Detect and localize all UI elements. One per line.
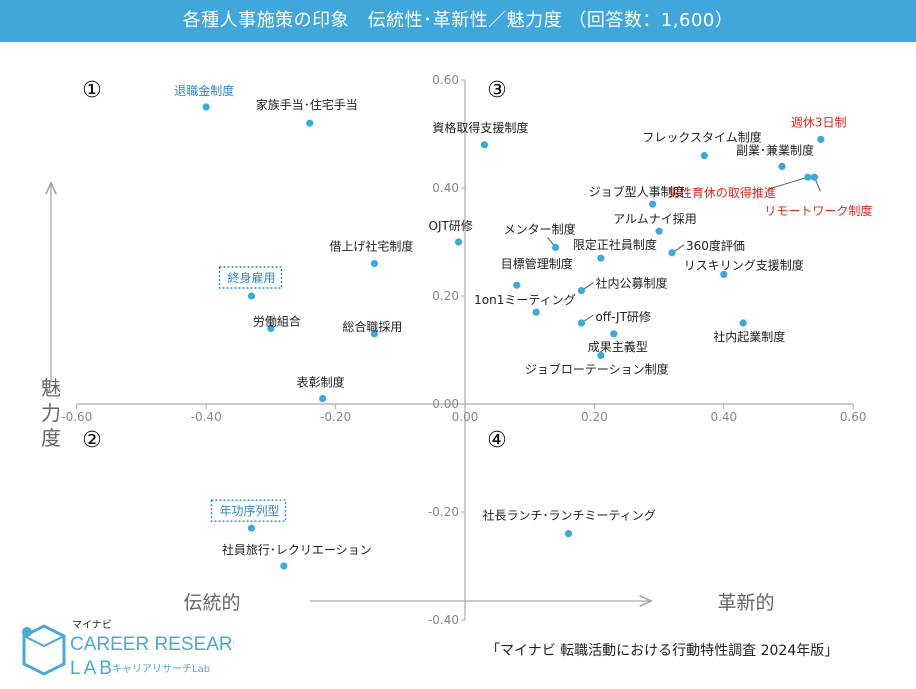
- data-label: 年功序列型: [219, 503, 279, 518]
- chart-title: 各種人事施策の印象 伝統性･革新性／魅力度 （回答数：1,600）: [182, 10, 734, 31]
- data-point: [655, 227, 663, 235]
- career-research-lab-logo: マイナビ CAREER RESEARCH LAB キャリアリサーチLab: [22, 619, 234, 679]
- header-bar: 各種人事施策の印象 伝統性･革新性／魅力度 （回答数：1,600）: [0, 0, 916, 42]
- data-label: 1on1ミーティング: [474, 293, 576, 307]
- x-tick-label: 0.20: [581, 410, 608, 424]
- data-label: 労働組合: [253, 313, 301, 328]
- data-label: 資格取得支援制度: [432, 120, 528, 135]
- leader-line: [767, 176, 809, 190]
- data-label: アルムナイ採用: [613, 212, 697, 226]
- x-tick-label: 0.00: [452, 410, 479, 424]
- data-label: リスキリング支援制度: [684, 257, 804, 272]
- logo-brand-sub: キャリアリサーチLab: [112, 663, 210, 675]
- quadrant-marker: ②: [82, 428, 102, 453]
- x-tick-label: 0.60: [840, 410, 867, 424]
- data-point: [649, 200, 657, 208]
- data-point: [247, 292, 256, 300]
- innovative-label: 革新的: [717, 592, 774, 614]
- logo-brand-main: CAREER RESEARCH: [70, 634, 234, 655]
- y-tick-label: 0.40: [432, 181, 459, 195]
- data-label: OJT研修: [429, 218, 473, 233]
- data-point: [202, 103, 210, 111]
- data-label: ジョブ型人事制度: [589, 184, 685, 199]
- label-highlight-box: [210, 499, 287, 522]
- data-point: [370, 330, 379, 338]
- data-label: フレックスタイム制度: [642, 130, 761, 145]
- y-tick-label: 0.60: [432, 73, 459, 87]
- data-point: [551, 243, 560, 251]
- logo-cube-icon: [22, 624, 66, 676]
- data-label: 表彰制度: [297, 375, 345, 390]
- data-label: 終身雇用: [227, 270, 275, 285]
- x-tick-label: 0.40: [710, 410, 737, 424]
- y-tick-label: -0.20: [428, 505, 459, 519]
- data-point: [247, 524, 256, 532]
- data-label: 社内公募制度: [595, 276, 667, 291]
- data-point: [267, 324, 275, 332]
- data-point: [370, 260, 379, 268]
- data-point: [577, 287, 586, 295]
- x-tick-label: -0.40: [191, 410, 222, 424]
- data-label: リモートワーク制度: [764, 203, 872, 218]
- data-point: [804, 173, 812, 181]
- logo-cube-edges: [23, 635, 65, 648]
- y-tick-label: 0.00: [432, 397, 459, 411]
- y-tick-label: 0.20: [432, 289, 459, 303]
- data-label: 借上げ社宅制度: [329, 239, 413, 254]
- quadrant-marker: ①: [82, 78, 102, 103]
- data-point: [454, 238, 463, 246]
- data-label: 社内起業制度: [713, 329, 785, 344]
- logo-brand-small: マイナビ: [72, 619, 112, 631]
- data-label: 限定正社員制度: [573, 237, 657, 252]
- data-point: [668, 249, 676, 257]
- data-point: [817, 135, 825, 143]
- quadrant-marker: ④: [487, 428, 507, 453]
- data-point: [739, 319, 747, 327]
- data-point: [319, 395, 327, 403]
- logo-dot-icon: [22, 627, 32, 637]
- data-point: [597, 254, 605, 262]
- data-point: [700, 152, 708, 160]
- data-point: [306, 119, 314, 127]
- data-label: メンター制度: [504, 221, 576, 236]
- y-tick-label: -0.40: [428, 613, 459, 627]
- data-point: [597, 351, 605, 359]
- data-point: [564, 530, 573, 538]
- y-axis-label-char: 度: [41, 426, 61, 450]
- data-label: 目標管理制度: [501, 256, 573, 271]
- data-point: [610, 330, 618, 338]
- data-label: 週休3日制: [791, 115, 847, 129]
- data-label: ジョブローテーション制度: [525, 361, 669, 376]
- data-point: [532, 308, 540, 316]
- label-highlight-box: [218, 266, 283, 289]
- data-point: [480, 141, 489, 149]
- y-axis-label-char: 魅: [41, 376, 61, 400]
- source-note: 「マイナビ 転職活動における行動特性調査 2024年版」: [486, 643, 839, 659]
- data-point: [810, 173, 818, 181]
- data-label: 360度評価: [686, 238, 745, 253]
- data-label: 社員旅行･レクリエーション: [222, 542, 372, 557]
- data-point: [513, 281, 521, 289]
- data-label: 家族手当･住宅手当: [256, 97, 358, 112]
- data-label: 社長ランチ･ランチミーティング: [483, 508, 656, 523]
- data-label: off-JT研修: [595, 309, 650, 324]
- traditional-label: 伝統的: [183, 592, 240, 614]
- quadrant-marker: ③: [487, 78, 507, 103]
- y-axis-label-char: 力: [41, 401, 61, 425]
- data-point: [280, 562, 288, 570]
- scatter-chart: -0.60 -0.40 -0.20 0.00 0.20 0.40 0.60 0.60 0.40 0…: [41, 73, 872, 627]
- data-label: 男性育休の取得推進: [668, 185, 776, 200]
- data-label: 成果主義型: [588, 339, 648, 354]
- data-label: 退職金制度: [174, 83, 234, 98]
- data-label: 副業･兼業制度: [736, 142, 814, 157]
- data-label: 総合職採用: [342, 319, 402, 334]
- data-point: [778, 162, 786, 170]
- data-point: [577, 319, 586, 327]
- x-tick-label: -0.20: [320, 410, 351, 424]
- x-tick-label: -0.60: [61, 410, 92, 424]
- logo-brand-lab: LAB: [70, 658, 115, 679]
- data-point: [720, 270, 728, 278]
